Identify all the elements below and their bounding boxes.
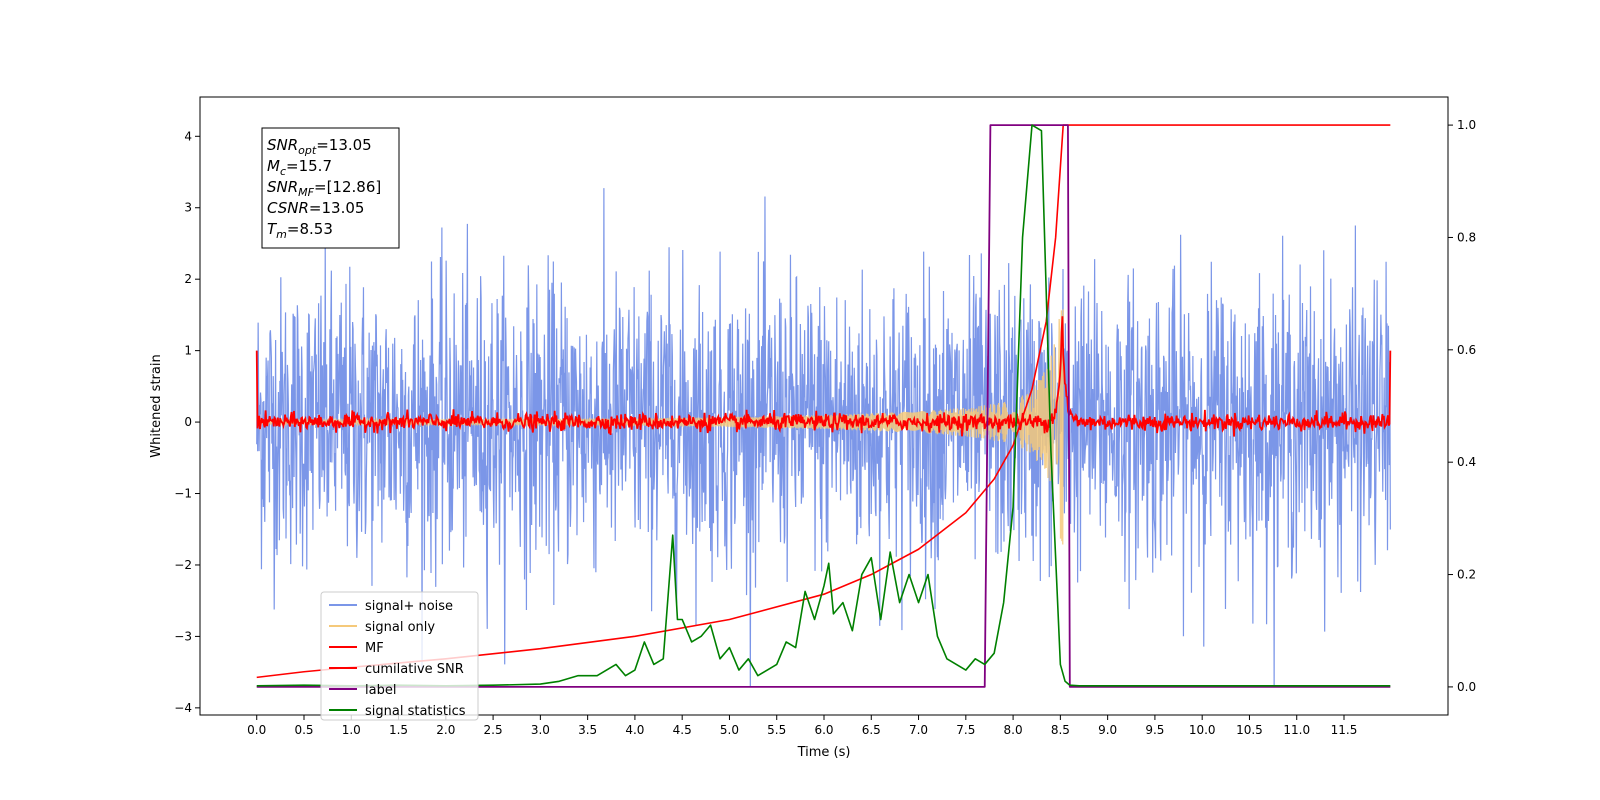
y2-tick-label: 0.6: [1457, 343, 1476, 357]
legend-label: cumilative SNR: [365, 662, 464, 677]
legend-box: [320, 591, 479, 721]
series-signal-statistics: [256, 124, 1391, 687]
legend-label: signal statistics: [365, 704, 466, 719]
y2-tick-label: 0.8: [1457, 230, 1476, 244]
y-axis-label: Whitened strain: [149, 354, 164, 457]
x-tick-label: 5.5: [767, 723, 786, 737]
x-tick-label: 6.5: [862, 723, 881, 737]
annotation-box: [261, 127, 400, 249]
legend-label: label: [365, 683, 396, 698]
y-tick-label: 0: [184, 415, 192, 429]
legend-label: MF: [365, 641, 384, 656]
y2-tick-label: 0.0: [1457, 680, 1476, 694]
y2-tick-label: 1.0: [1457, 118, 1476, 132]
x-tick-label: 4.5: [673, 723, 692, 737]
y-tick-label: 3: [184, 201, 192, 215]
x-tick-label: 0.5: [294, 723, 313, 737]
x-tick-label: 10.5: [1236, 723, 1263, 737]
x-tick-label: 10.0: [1189, 723, 1216, 737]
series-mf: [255, 316, 1392, 437]
annotation-line: SNRopt=13.05: [267, 136, 372, 157]
x-tick-label: 9.0: [1098, 723, 1117, 737]
x-tick-label: 8.5: [1051, 723, 1070, 737]
y-tick-label: −1: [174, 487, 192, 501]
x-axis-label: Time (s): [797, 745, 851, 760]
x-tick-label: 1.0: [342, 723, 361, 737]
x-tick-label: 9.5: [1145, 723, 1164, 737]
y-tick-label: 4: [184, 129, 192, 143]
annotation-line: SNRMF=[12.86]: [267, 178, 381, 199]
y2-tick-label: 0.4: [1457, 455, 1476, 469]
x-tick-label: 7.0: [909, 723, 928, 737]
legend-label: signal+ noise: [365, 599, 453, 614]
y-tick-label: −2: [174, 558, 192, 572]
x-tick-label: 6.0: [814, 723, 833, 737]
series-label: [256, 124, 1391, 688]
x-tick-label: 3.5: [578, 723, 597, 737]
y2-tick-label: 0.2: [1457, 568, 1476, 582]
x-tick-label: 1.5: [389, 723, 408, 737]
y-tick-label: −3: [174, 629, 192, 643]
x-tick-label: 2.5: [484, 723, 503, 737]
x-tick-label: 4.0: [625, 723, 644, 737]
y-tick-label: 1: [184, 344, 192, 358]
x-tick-label: 3.0: [531, 723, 550, 737]
y-tick-label: −4: [174, 701, 192, 715]
annotation-line: CSNR=13.05: [267, 199, 364, 217]
series-signal-only: [256, 309, 1064, 545]
annotation-line: Tm=8.53: [267, 220, 333, 241]
x-tick-label: 8.0: [1004, 723, 1023, 737]
x-tick-label: 11.0: [1283, 723, 1310, 737]
annotation-line: Mc=15.7: [267, 157, 332, 178]
x-tick-label: 5.0: [720, 723, 739, 737]
x-tick-label: 7.5: [956, 723, 975, 737]
x-tick-label: 11.5: [1331, 723, 1358, 737]
y-tick-label: 2: [184, 272, 192, 286]
legend-label: signal only: [365, 620, 435, 635]
x-tick-label: 0.0: [247, 723, 266, 737]
x-tick-label: 2.0: [436, 723, 455, 737]
